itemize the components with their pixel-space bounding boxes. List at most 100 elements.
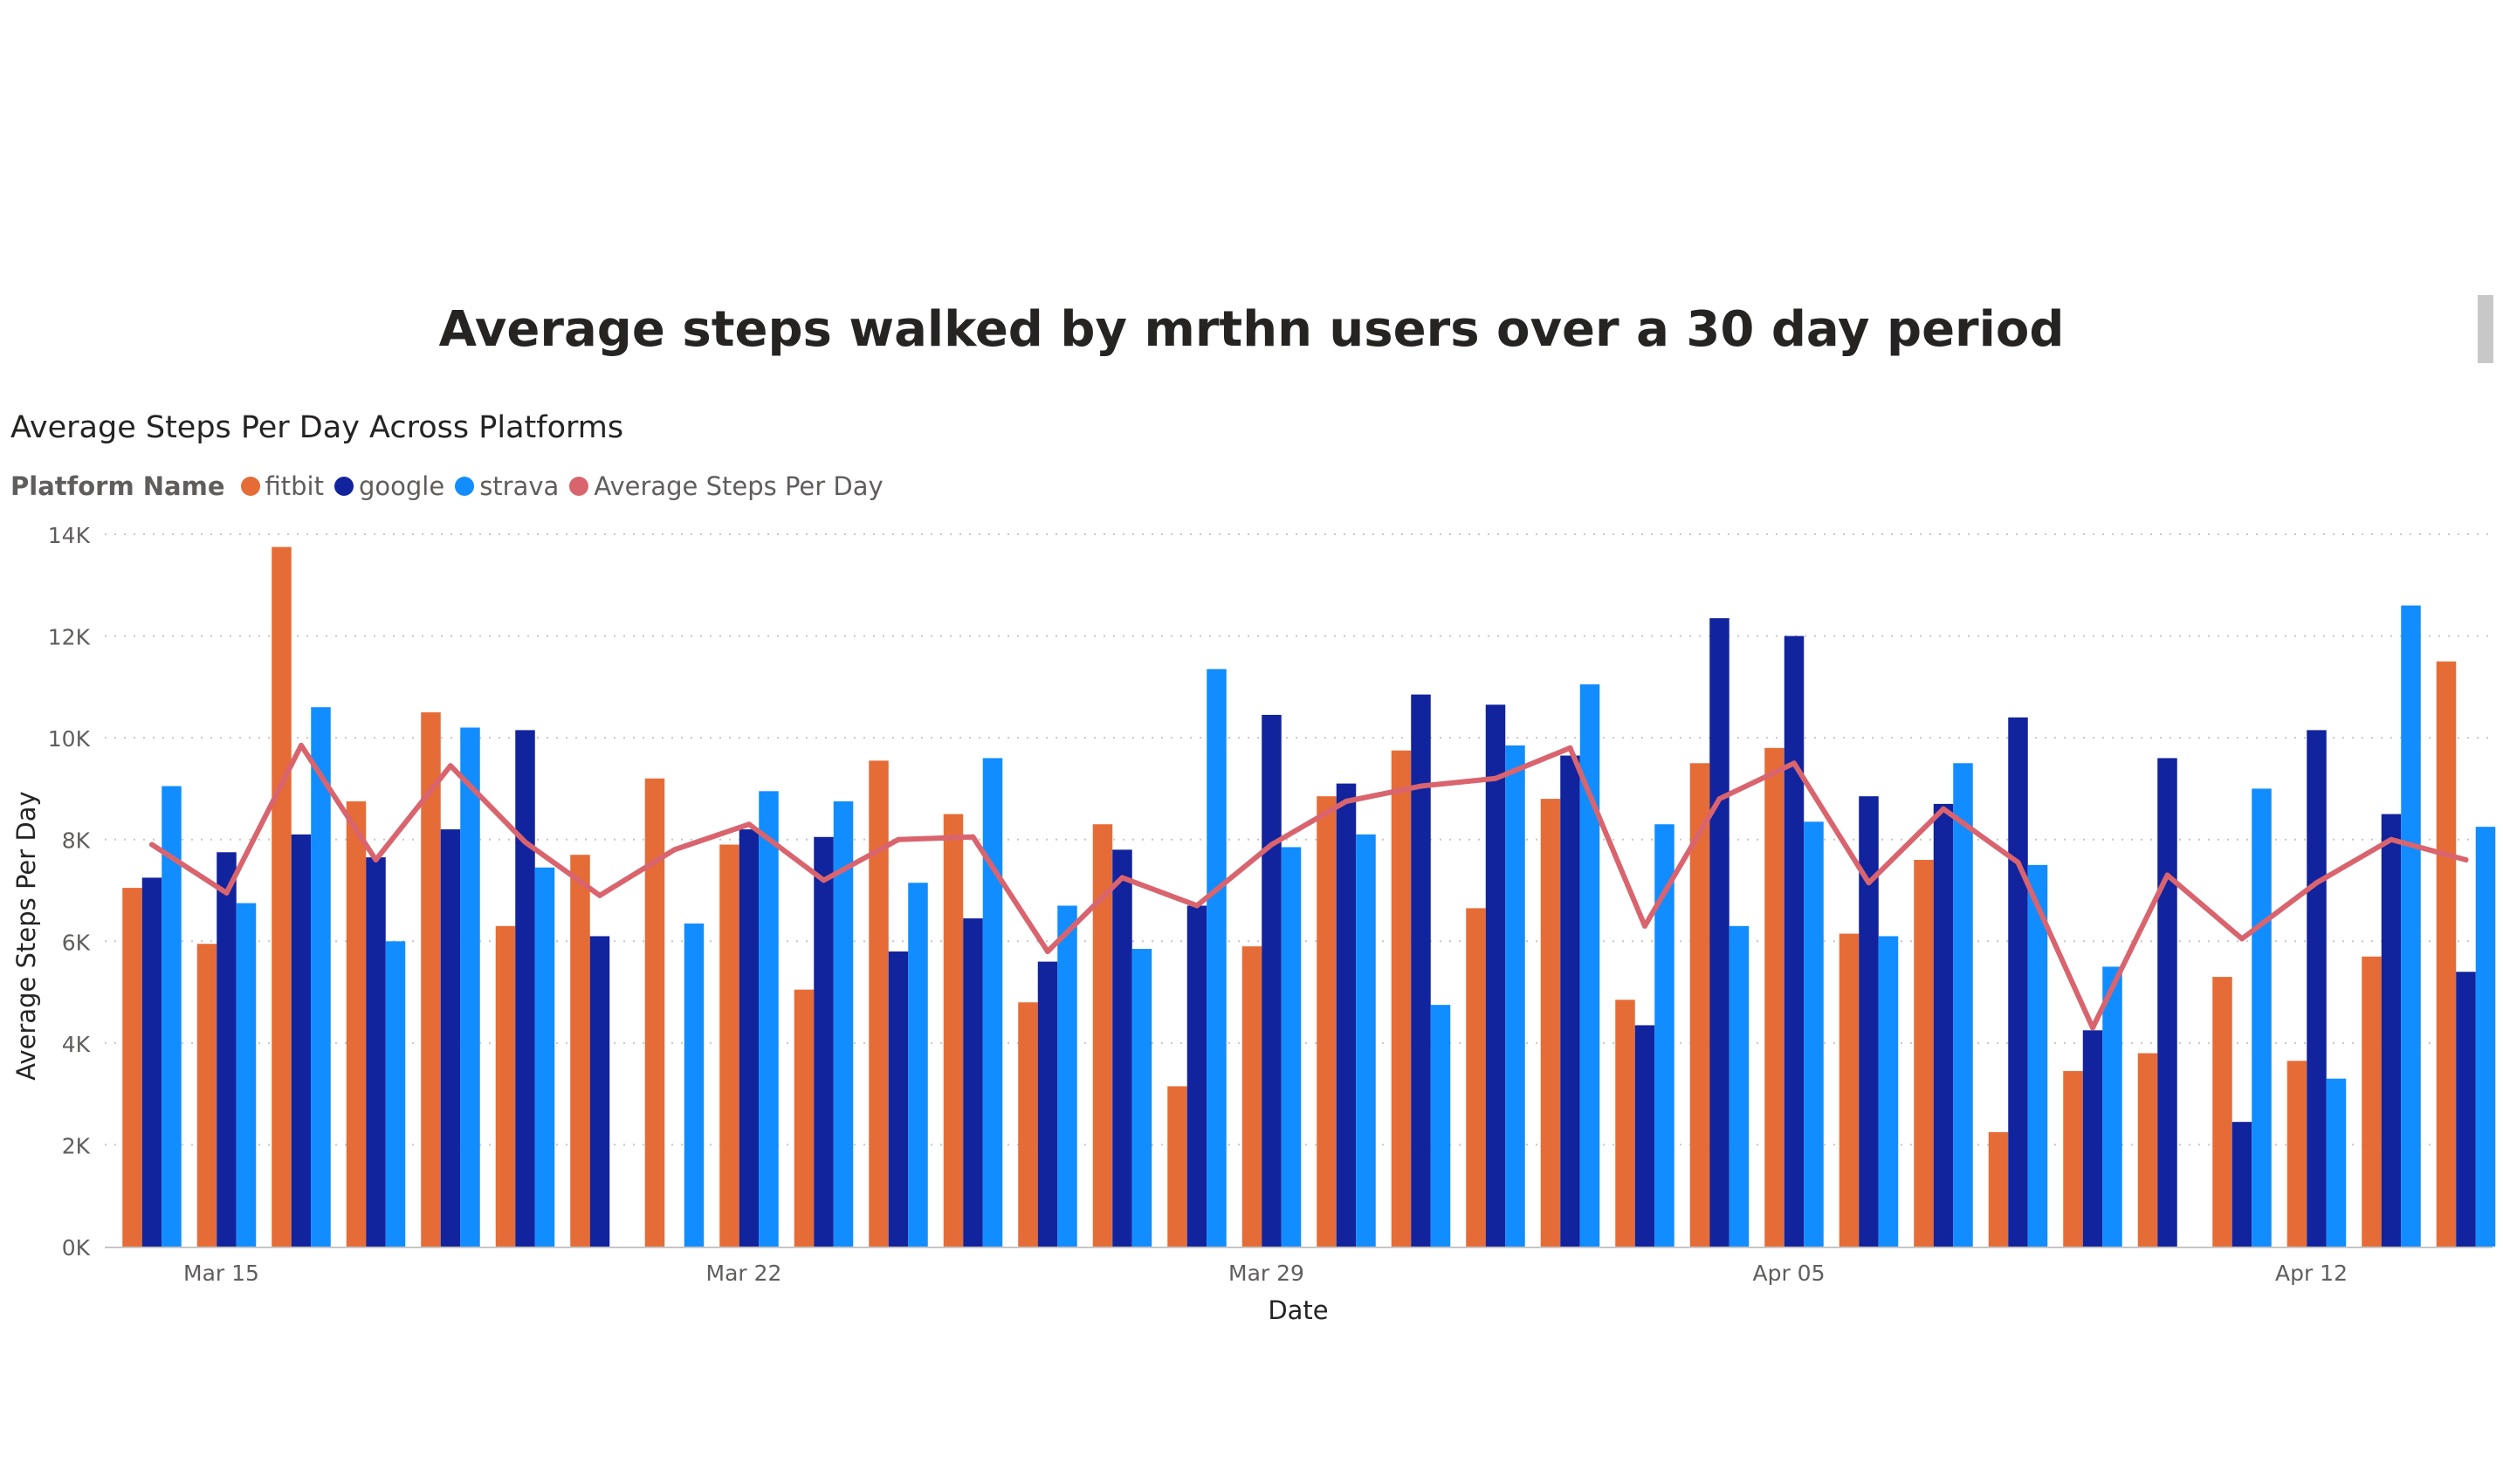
- bar-fitbit: [196, 944, 217, 1247]
- bar-google: [291, 834, 312, 1247]
- legend-label-fitbit: fitbit: [265, 471, 324, 501]
- line-point: [1716, 796, 1723, 802]
- line-point: [522, 839, 528, 845]
- bar-fitbit: [421, 712, 441, 1247]
- bar-fitbit: [644, 778, 665, 1247]
- bar-strava: [1505, 745, 1525, 1247]
- x-axis: Mar 15 Mar 22 Mar 29 Apr 05 Apr 12: [183, 1261, 2348, 1286]
- bar-google: [1859, 796, 1879, 1247]
- bar-strava: [1804, 821, 1824, 1247]
- line-point: [671, 847, 677, 853]
- line-average-steps-per-day: [149, 742, 2469, 1031]
- line-point: [2164, 872, 2170, 878]
- bar-strava: [1207, 669, 1227, 1247]
- line-point: [2239, 936, 2245, 942]
- bar-strava: [460, 727, 480, 1247]
- bar-strava: [534, 867, 555, 1247]
- y-tick-label: 10K: [48, 726, 91, 752]
- bar-google: [814, 836, 834, 1247]
- y-tick-label: 6K: [62, 930, 91, 955]
- legend-item-google[interactable]: google: [334, 471, 444, 501]
- line-point: [1119, 875, 1125, 881]
- bar-google: [1784, 636, 1805, 1247]
- bar-strava: [1579, 684, 1600, 1247]
- x-tick-label: Mar 15: [183, 1261, 259, 1286]
- bar-strava: [385, 941, 406, 1247]
- line-point: [597, 892, 602, 898]
- legend-item-strava[interactable]: strava: [455, 471, 559, 501]
- y-tick-label: 4K: [62, 1032, 91, 1057]
- bar-strava: [1878, 936, 1899, 1247]
- y-tick-label: 12K: [48, 625, 91, 650]
- y-axis: 0K 2K 4K 6K 8K 10K 12K 14K: [48, 523, 91, 1261]
- bar-fitbit: [495, 925, 516, 1247]
- bar-fitbit: [794, 989, 815, 1247]
- bar-google: [2381, 814, 2402, 1247]
- bar-fitbit: [943, 814, 964, 1247]
- bar-google: [589, 936, 610, 1247]
- bar-fitbit: [869, 760, 889, 1247]
- bar-strava: [1131, 949, 1152, 1247]
- legend-label-strava: strava: [479, 471, 560, 501]
- legend-title: Platform Name: [10, 471, 225, 501]
- line-point: [1344, 799, 1349, 804]
- line-point: [373, 857, 379, 863]
- bar-google: [1336, 783, 1357, 1247]
- bar-fitbit: [2137, 1053, 2158, 1247]
- bar-google: [1560, 755, 1580, 1247]
- bar-strava: [1430, 1005, 1451, 1247]
- line-point: [970, 834, 976, 840]
- bar-strava: [2326, 1078, 2347, 1247]
- legend-item-fitbit[interactable]: fitbit: [240, 471, 324, 501]
- line-series: [149, 742, 2469, 1031]
- bar-fitbit: [2063, 1070, 2083, 1247]
- legend-item-average-steps[interactable]: Average Steps Per Day: [569, 471, 884, 501]
- line-point: [2314, 880, 2320, 886]
- bar-strava: [684, 923, 705, 1247]
- bar-strava: [1057, 905, 1077, 1247]
- bar-fitbit: [570, 855, 590, 1247]
- x-tick-label: Apr 05: [1752, 1261, 1825, 1286]
- bar-series: [122, 546, 2496, 1247]
- bar-fitbit: [2286, 1061, 2307, 1247]
- line-point: [223, 890, 230, 896]
- scrollbar-thumb[interactable]: [2478, 295, 2493, 363]
- bar-google: [1709, 618, 1729, 1247]
- line-point: [1269, 842, 1275, 848]
- bar-strava: [1654, 824, 1674, 1247]
- bar-strava: [833, 801, 854, 1247]
- bar-fitbit: [1317, 796, 1337, 1247]
- bar-strava: [982, 758, 1003, 1247]
- bar-fitbit: [1391, 750, 1412, 1247]
- bar-fitbit: [1689, 763, 1710, 1247]
- bar-strava: [2475, 827, 2496, 1247]
- x-tick-label: Mar 29: [1228, 1261, 1304, 1286]
- bar-fitbit: [2436, 661, 2457, 1247]
- gridlines: [105, 533, 2493, 1248]
- bar-google: [217, 852, 237, 1247]
- bar-google: [1634, 1025, 1655, 1247]
- bar-fitbit: [1018, 1002, 1038, 1247]
- y-tick-label: 0K: [62, 1235, 91, 1261]
- bar-strava: [2102, 966, 2122, 1247]
- bar-fitbit: [1615, 1000, 1635, 1247]
- legend: Platform Name fitbit google strava Avera…: [10, 469, 894, 504]
- bar-google: [2082, 1030, 2103, 1247]
- bar-strava: [2401, 605, 2421, 1247]
- line-point: [1941, 806, 1946, 812]
- legend-marker-strava: [455, 477, 475, 496]
- bar-fitbit: [2212, 977, 2232, 1247]
- legend-marker-google: [334, 477, 354, 496]
- x-axis-title: Date: [1268, 1295, 1328, 1325]
- bar-google: [963, 918, 983, 1247]
- bar-strava: [311, 707, 331, 1247]
- line-point: [746, 821, 752, 828]
- y-tick-label: 14K: [48, 523, 91, 548]
- line-point: [2090, 1025, 2095, 1031]
- bar-fitbit: [1988, 1131, 2009, 1247]
- bar-google: [1485, 704, 1506, 1247]
- line-point: [1418, 783, 1424, 789]
- bar-google: [1112, 849, 1132, 1247]
- bar-fitbit: [1092, 824, 1113, 1247]
